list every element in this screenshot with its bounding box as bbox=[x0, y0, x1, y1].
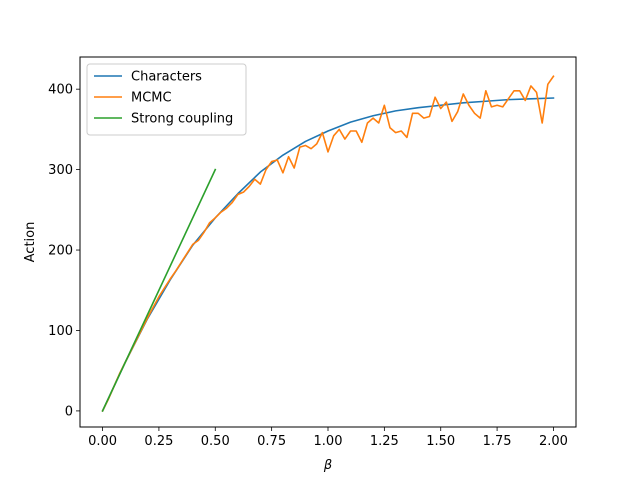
x-axis: 0.00 0.25 0.50 0.75 1.00 1.25 1.50 1.75 2.00 bbox=[88, 427, 568, 449]
legend-label-strong-coupling: Strong coupling bbox=[131, 112, 233, 127]
y-tick-label: 200 bbox=[48, 244, 73, 259]
x-tick-label: 2.00 bbox=[539, 434, 568, 449]
legend-label-characters: Characters bbox=[131, 70, 202, 85]
y-tick-label: 0 bbox=[65, 404, 73, 419]
x-tick-label: 1.00 bbox=[314, 434, 343, 449]
legend-label-mcmc: MCMC bbox=[131, 91, 172, 106]
series-line-mcmc bbox=[101, 75, 555, 412]
x-tick-label: 0.75 bbox=[257, 434, 286, 449]
legend: Characters MCMC Strong coupling bbox=[86, 63, 247, 136]
x-axis-label: β bbox=[323, 458, 332, 473]
x-tick-label: 0.50 bbox=[201, 434, 230, 449]
y-axis: 0 100 200 300 400 bbox=[48, 83, 80, 419]
x-tick-label: 0.00 bbox=[88, 434, 117, 449]
series-layer bbox=[101, 75, 555, 412]
series-line-strong-coupling bbox=[101, 168, 217, 412]
y-tick-label: 100 bbox=[48, 324, 73, 339]
x-tick-label: 1.75 bbox=[483, 434, 512, 449]
y-tick-label: 300 bbox=[48, 163, 73, 178]
x-tick-label: 1.25 bbox=[370, 434, 399, 449]
x-tick-label: 0.25 bbox=[144, 434, 173, 449]
x-tick-label: 1.50 bbox=[426, 434, 455, 449]
y-axis-label: Action bbox=[23, 222, 38, 263]
y-tick-label: 400 bbox=[48, 83, 73, 98]
legend-box bbox=[86, 63, 247, 136]
